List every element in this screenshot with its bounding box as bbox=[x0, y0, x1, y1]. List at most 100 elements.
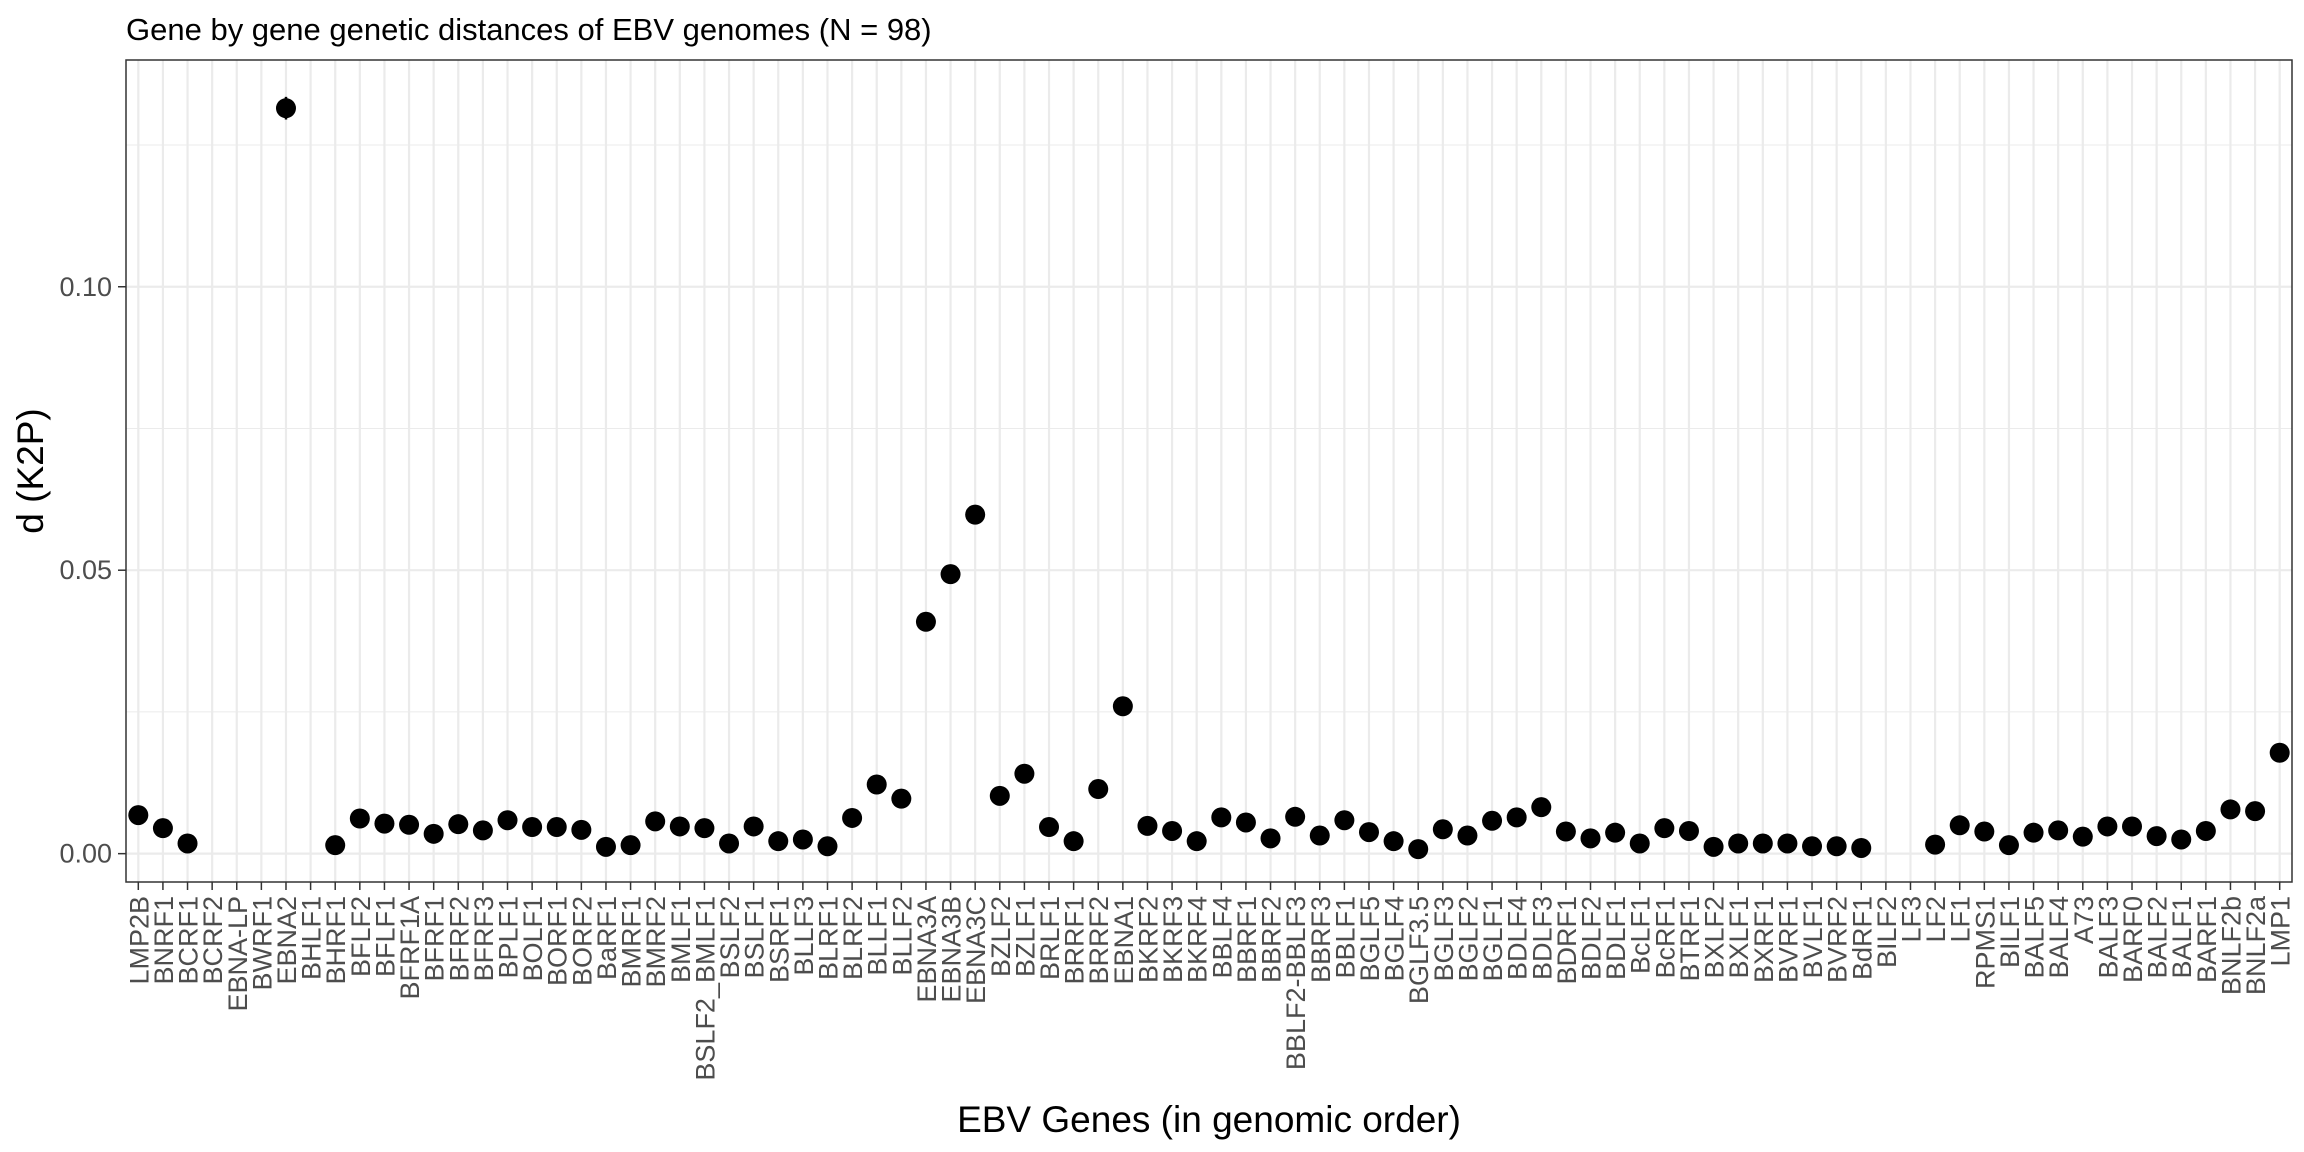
data-point bbox=[595, 836, 616, 857]
data-point bbox=[1555, 821, 1576, 842]
data-point bbox=[792, 829, 813, 850]
data-point bbox=[497, 810, 518, 831]
data-point bbox=[1162, 820, 1183, 841]
x-tick-label: BNRF1 bbox=[149, 896, 179, 985]
x-tick-label: BHLF1 bbox=[297, 896, 327, 980]
x-tick-label: BHRF1 bbox=[321, 896, 351, 985]
x-tick-label: EBNA1 bbox=[1109, 896, 1139, 985]
x-tick-label: BGLF1 bbox=[1478, 896, 1508, 982]
data-point bbox=[719, 833, 740, 854]
data-point bbox=[1432, 819, 1453, 840]
data-point bbox=[768, 831, 789, 852]
x-tick-label: BPLF1 bbox=[494, 896, 524, 979]
x-tick-label: BILF2 bbox=[1872, 896, 1902, 968]
x-tick-label: A73 bbox=[2069, 896, 2099, 944]
data-point bbox=[1088, 779, 1109, 800]
x-tick-label: BMLF1 bbox=[666, 896, 696, 983]
x-tick-label: BNLF2a bbox=[2241, 895, 2271, 995]
data-point bbox=[1851, 837, 1872, 858]
x-tick-label: BARF1 bbox=[2192, 896, 2222, 983]
data-point bbox=[546, 817, 567, 838]
grid-lines bbox=[126, 60, 2292, 882]
data-point bbox=[1137, 815, 1158, 836]
x-tick-label: BALF1 bbox=[2167, 896, 2197, 979]
x-tick-label: EBNA-LP bbox=[223, 896, 253, 1012]
x-tick-label: BXLF2 bbox=[1700, 896, 1730, 979]
data-point bbox=[1974, 821, 1995, 842]
data-point bbox=[1580, 828, 1601, 849]
data-point bbox=[2048, 820, 2069, 841]
data-points bbox=[128, 98, 2290, 860]
x-tick-label: LF1 bbox=[1946, 896, 1976, 943]
x-tick-label: BKRF4 bbox=[1183, 896, 1213, 983]
x-tick-label: BGLF2 bbox=[1453, 896, 1483, 982]
x-tick-label: BGLF4 bbox=[1380, 896, 1410, 982]
x-tick-label: BSRF1 bbox=[764, 896, 794, 983]
x-tick-label: BRRF2 bbox=[1084, 896, 1114, 985]
x-tick-label: BdRF1 bbox=[1847, 896, 1877, 980]
plot-panel-background bbox=[126, 60, 2292, 882]
x-tick-label: BMRF2 bbox=[641, 896, 671, 988]
data-point bbox=[1211, 807, 1232, 828]
x-tick-label: BLRF1 bbox=[813, 896, 843, 980]
x-tick-label: BMRF1 bbox=[617, 896, 647, 988]
data-point bbox=[1383, 831, 1404, 852]
data-point bbox=[2220, 799, 2241, 820]
data-point bbox=[1654, 818, 1675, 839]
x-tick-label: BXLF1 bbox=[1724, 896, 1754, 979]
x-tick-label: EBNA3B bbox=[937, 896, 967, 1003]
x-tick-label: BORF2 bbox=[567, 896, 597, 986]
data-point bbox=[1482, 810, 1503, 831]
x-tick-label: LF2 bbox=[1921, 896, 1951, 943]
data-point bbox=[1728, 833, 1749, 854]
x-tick-label: BGLF5 bbox=[1355, 896, 1385, 982]
data-point bbox=[1260, 828, 1281, 849]
data-point bbox=[522, 817, 543, 838]
y-tick-label: 0.05 bbox=[59, 555, 112, 585]
data-point bbox=[1949, 815, 1970, 836]
x-tick-label: BCRF1 bbox=[174, 896, 204, 985]
data-point bbox=[989, 785, 1010, 806]
x-tick-label: BDRF1 bbox=[1552, 896, 1582, 985]
data-point bbox=[1457, 825, 1478, 846]
data-point bbox=[1777, 833, 1798, 854]
x-tick-label: BXRF1 bbox=[1749, 896, 1779, 983]
x-tick-label: BDLF4 bbox=[1503, 896, 1533, 980]
x-tick-label: BSLF1 bbox=[740, 896, 770, 979]
x-tick-label: BcLF1 bbox=[1626, 896, 1656, 974]
data-point bbox=[1358, 822, 1379, 843]
x-tick-label: BBLF1 bbox=[1330, 896, 1360, 979]
x-tick-label: EBNA3C bbox=[961, 896, 991, 1004]
x-tick-label: BZLF1 bbox=[1010, 896, 1040, 977]
x-tick-label: BFLF1 bbox=[370, 896, 400, 977]
x-tick-label: BRLF1 bbox=[1035, 896, 1065, 980]
y-tick-label: 0.00 bbox=[59, 839, 112, 869]
data-point bbox=[399, 814, 420, 835]
data-point bbox=[177, 833, 198, 854]
data-point bbox=[1531, 797, 1552, 818]
data-point bbox=[743, 816, 764, 837]
x-tick-label: BDLF2 bbox=[1577, 896, 1607, 980]
x-tick-label: BKRF2 bbox=[1133, 896, 1163, 983]
x-tick-label: BALF2 bbox=[2143, 896, 2173, 979]
y-axis: 0.00 0.05 0.10 bbox=[59, 272, 126, 869]
x-tick-label: BGLF3 bbox=[1429, 896, 1459, 982]
data-point bbox=[2122, 816, 2143, 837]
x-tick-label: BALF4 bbox=[2044, 896, 2074, 979]
data-point bbox=[645, 811, 666, 832]
data-point bbox=[940, 564, 961, 585]
x-tick-label: BRRF1 bbox=[1060, 896, 1090, 985]
x-tick-label: EBNA2 bbox=[272, 896, 302, 985]
data-point bbox=[1826, 836, 1847, 857]
x-tick-label: BFRF1 bbox=[420, 896, 450, 982]
x-axis: LMP2BBNRF1BCRF1BCRF2EBNA-LPBWRF1EBNA2BHL… bbox=[124, 882, 2296, 1081]
data-point bbox=[423, 823, 444, 844]
data-point bbox=[1678, 820, 1699, 841]
data-point bbox=[152, 818, 173, 839]
x-tick-label: BVLF1 bbox=[1798, 896, 1828, 979]
data-point bbox=[669, 816, 690, 837]
data-point bbox=[1605, 822, 1626, 843]
data-point bbox=[1334, 810, 1355, 831]
data-point bbox=[349, 808, 370, 829]
x-tick-label: BSLF2 bbox=[715, 896, 745, 979]
